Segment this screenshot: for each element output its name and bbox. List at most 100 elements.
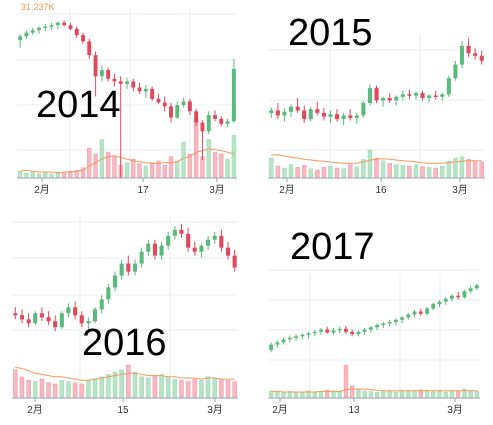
year-label: 2015: [288, 12, 373, 54]
volume-bar: [426, 167, 432, 179]
volume-bar: [172, 378, 178, 399]
x-axis: 2月 17 3月: [17, 177, 237, 196]
volume-bar: [26, 379, 32, 399]
volume-bar: [474, 390, 480, 399]
candle-body: [440, 94, 445, 97]
candle-body: [87, 41, 92, 56]
volume-bar: [42, 172, 48, 179]
volume-bar: [347, 164, 353, 179]
volume-bar: [472, 160, 478, 179]
candle-body: [315, 109, 320, 113]
volume-bar: [437, 391, 442, 399]
volume-bar: [459, 156, 465, 179]
candle-body: [407, 94, 412, 96]
volume-bar: [341, 168, 347, 179]
volume-bar: [49, 173, 54, 179]
candle-body: [53, 321, 58, 328]
candle-body: [26, 319, 31, 324]
candle-body: [186, 233, 191, 248]
chart-panel-2016: 2月 15 3月 2016: [12, 216, 238, 416]
candle-body: [19, 315, 24, 320]
volume-bar: [19, 376, 25, 399]
volume-bar: [443, 391, 448, 399]
candle-body: [331, 330, 336, 333]
volume-bar: [368, 391, 374, 399]
candle-body: [400, 94, 405, 97]
candle-body: [381, 98, 386, 101]
volume-bar: [318, 391, 324, 399]
volume-bar: [179, 379, 184, 399]
candle-body: [337, 328, 342, 331]
volume-bar: [93, 153, 98, 179]
volume-bar: [455, 391, 461, 399]
volume-bar: [424, 389, 430, 399]
volume-bar: [354, 166, 360, 179]
x-tick-label: 2月: [27, 404, 43, 416]
candle-body: [213, 115, 217, 119]
candle-body: [354, 115, 359, 118]
grid-lines: [17, 8, 237, 178]
volume-bar: [387, 391, 392, 399]
volume-bar: [312, 391, 317, 399]
candle-body: [295, 106, 300, 111]
volume-bar: [439, 165, 445, 179]
candle-body: [400, 317, 404, 320]
volume-bar: [46, 382, 51, 399]
x-axis: 2月 16 3月: [268, 177, 485, 196]
candle-body: [427, 95, 432, 98]
candle-body: [219, 235, 224, 248]
volume-bar: [466, 159, 471, 179]
candle-body: [387, 322, 392, 324]
candle-body: [361, 103, 366, 116]
candle-body: [443, 298, 448, 302]
candle-body: [79, 315, 84, 324]
volume-bar: [193, 117, 199, 179]
volume-bar: [126, 364, 131, 399]
candle-body: [169, 106, 173, 118]
candle-body: [152, 243, 157, 256]
volume-bar: [293, 391, 299, 399]
x-tick-label: 3月: [447, 404, 463, 416]
x-tick-label: 2月: [272, 404, 288, 416]
volume-bar: [92, 378, 98, 399]
candle-body: [450, 295, 454, 299]
volume-bar: [24, 172, 29, 179]
volume-bar: [17, 170, 23, 179]
volume-bar: [308, 168, 314, 179]
candle-body: [206, 239, 211, 246]
candle-body: [200, 122, 205, 132]
chart-panel-2015: 2月 16 3月 2015: [268, 12, 485, 196]
volume-bar: [162, 164, 168, 179]
volume-bar: [192, 378, 198, 399]
candle-body: [232, 255, 237, 268]
candle-body: [269, 344, 274, 350]
x-axis: 2月 13 3月: [268, 397, 480, 416]
candle-body: [437, 301, 442, 304]
x-tick-label: 16: [375, 185, 387, 196]
volume-bar: [453, 157, 458, 179]
volume-bar: [168, 156, 174, 179]
candle-body: [59, 313, 64, 328]
candles: [18, 20, 236, 178]
volume-bar: [446, 161, 452, 179]
candle-body: [55, 22, 60, 26]
volume-bar: [231, 134, 237, 179]
candle-body: [375, 325, 380, 328]
candle-body: [18, 36, 23, 41]
volume-bar: [99, 376, 105, 399]
candle-body: [159, 245, 164, 256]
candle-body: [118, 81, 123, 84]
candle-body: [74, 28, 79, 36]
volume-bar: [374, 157, 379, 179]
volume-bar: [59, 379, 65, 399]
volume-bar: [337, 391, 342, 399]
candle-body: [393, 319, 398, 323]
candle-body: [30, 30, 35, 33]
candle-body: [413, 93, 418, 96]
volume-bar: [219, 378, 224, 399]
candle-body: [86, 321, 91, 324]
candle-body: [187, 101, 192, 112]
candle-body: [459, 45, 464, 65]
candle-body: [81, 35, 85, 42]
